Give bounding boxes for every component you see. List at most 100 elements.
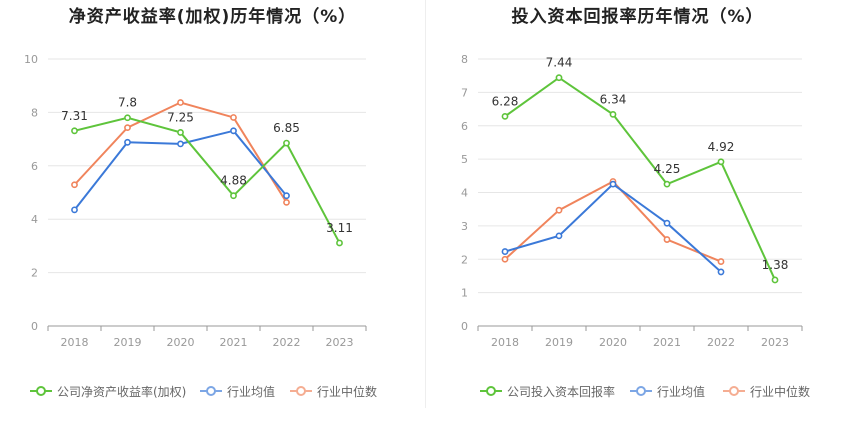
roe-series-line-0 bbox=[74, 116, 341, 244]
legend-item-1[interactable]: 行业均值 bbox=[200, 380, 275, 402]
roe-data-label: 7.8 bbox=[118, 96, 137, 110]
roic-data-label: 1.38 bbox=[762, 258, 789, 272]
roe-x-tick-label: 2023 bbox=[326, 336, 354, 349]
roic-y-tick-label: 2 bbox=[461, 253, 468, 266]
panel-divider bbox=[425, 0, 426, 408]
legend-label: 行业中位数 bbox=[750, 384, 811, 399]
roic-data-label: 6.28 bbox=[492, 94, 519, 108]
roe-y-tick-label: 2 bbox=[31, 267, 38, 280]
roe-x-tick-label: 2020 bbox=[167, 336, 195, 349]
roic-y-tick-label: 8 bbox=[461, 53, 468, 66]
roic-chart-legend: 公司投入资本回报率 行业均值 行业中位数 bbox=[425, 380, 850, 402]
roe-data-point[interactable] bbox=[124, 124, 131, 132]
roe-data-point[interactable] bbox=[71, 181, 78, 189]
legend-item-0[interactable]: 公司净资产收益率(加权) bbox=[30, 380, 186, 402]
roe-y-tick-label: 0 bbox=[31, 320, 38, 333]
roe-y-tick-label: 10 bbox=[24, 53, 38, 66]
roic-data-point[interactable] bbox=[663, 180, 671, 188]
roic-x-tick-label: 2021 bbox=[653, 336, 681, 349]
roe-chart-legend: 公司净资产收益率(加权) 行业均值 行业中位数 bbox=[0, 380, 425, 402]
roic-x-tick-label: 2022 bbox=[707, 336, 735, 349]
roic-data-label: 4.25 bbox=[654, 162, 681, 176]
roic-series-line-2 bbox=[504, 180, 722, 263]
roe-data-point[interactable] bbox=[177, 129, 184, 136]
roe-data-label: 7.25 bbox=[167, 110, 194, 124]
legend-item-1[interactable]: 行业均值 bbox=[630, 380, 705, 402]
roic-data-point[interactable] bbox=[771, 276, 779, 284]
roe-data-point[interactable] bbox=[177, 140, 184, 148]
roic-data-point[interactable] bbox=[663, 219, 671, 227]
legend-label: 公司投入资本回报率 bbox=[507, 384, 616, 399]
legend-line-marker-icon bbox=[630, 385, 652, 397]
legend-label: 行业均值 bbox=[227, 384, 276, 399]
roe-data-point[interactable] bbox=[124, 114, 131, 122]
roic-chart-title: 投入资本回报率历年情况（%） bbox=[511, 7, 764, 27]
roic-data-point[interactable] bbox=[717, 268, 725, 276]
roe-x-tick-label: 2019 bbox=[114, 336, 142, 349]
roe-data-point[interactable] bbox=[71, 127, 78, 135]
roic-data-point[interactable] bbox=[555, 206, 563, 214]
roic-y-tick-label: 7 bbox=[461, 86, 468, 99]
legend-label: 公司净资产收益率(加权) bbox=[57, 384, 187, 399]
roe-data-label: 6.85 bbox=[273, 121, 300, 135]
legend-item-2[interactable]: 行业中位数 bbox=[723, 380, 810, 402]
roe-data-point[interactable] bbox=[230, 127, 237, 135]
roe-y-tick-label: 8 bbox=[31, 106, 38, 119]
roic-data-point[interactable] bbox=[555, 74, 563, 82]
roe-data-point[interactable] bbox=[283, 198, 290, 206]
roic-chart-svg: 0 1 2 3 4 5 6 7 8 2018 2019 2020 2021 2022 2023 6.28 7.4… bbox=[461, 53, 803, 349]
roic-data-point[interactable] bbox=[555, 232, 563, 240]
roe-data-point[interactable] bbox=[230, 114, 237, 121]
roic-y-tick-label: 5 bbox=[461, 153, 468, 166]
legend-line-marker-icon bbox=[480, 385, 502, 397]
roic-data-point[interactable] bbox=[717, 258, 725, 265]
roe-x-tick-label: 2022 bbox=[273, 336, 301, 349]
roe-data-point[interactable] bbox=[124, 138, 131, 146]
roic-x-tick-label: 2023 bbox=[761, 336, 789, 349]
roe-data-label: 7.31 bbox=[61, 109, 88, 123]
roe-y-tick-label: 6 bbox=[31, 160, 38, 173]
roe-chart-svg: 0 2 4 6 8 10 2018 2019 2020 2021 2022 2023 7.31 7.8 7.… bbox=[24, 53, 367, 349]
roe-data-label: 3.11 bbox=[326, 221, 353, 235]
roic-y-tick-label: 3 bbox=[461, 220, 468, 233]
roic-data-point[interactable] bbox=[663, 236, 671, 243]
legend-label: 行业均值 bbox=[657, 384, 706, 399]
roic-chart-panel: 投入资本回报率历年情况（%） 0 1 2 3 4 5 6 7 8 2018 2019 2020 2021… bbox=[425, 0, 850, 438]
roic-data-point[interactable] bbox=[609, 180, 617, 188]
roic-data-point[interactable] bbox=[501, 248, 509, 255]
legend-item-2[interactable]: 行业中位数 bbox=[290, 380, 377, 402]
roic-y-tick-label: 6 bbox=[461, 120, 468, 133]
roe-data-point[interactable] bbox=[71, 206, 78, 214]
legend-line-marker-icon bbox=[30, 385, 52, 397]
legend-line-marker-icon bbox=[200, 385, 222, 397]
legend-label: 行业中位数 bbox=[317, 384, 378, 399]
roic-x-tick-label: 2020 bbox=[599, 336, 627, 349]
roe-data-point[interactable] bbox=[283, 139, 290, 147]
roe-chart-panel: 净资产收益率(加权)历年情况（%） 0 2 4 6 8 10 2018 2019 2020 202… bbox=[0, 7, 425, 402]
roic-data-point[interactable] bbox=[609, 111, 617, 118]
roic-data-point[interactable] bbox=[501, 113, 509, 120]
roic-y-tick-label: 1 bbox=[461, 287, 468, 300]
roic-y-tick-label: 0 bbox=[461, 320, 468, 333]
roic-data-point[interactable] bbox=[717, 158, 725, 166]
roic-data-label: 6.34 bbox=[600, 92, 627, 106]
roe-chart-title: 净资产收益率(加权)历年情况（%） bbox=[68, 7, 357, 27]
roe-data-point[interactable] bbox=[336, 239, 343, 247]
roic-x-tick-label: 2018 bbox=[491, 336, 519, 349]
roe-y-tick-label: 4 bbox=[31, 213, 38, 226]
roic-x-tick-label: 2019 bbox=[545, 336, 573, 349]
legend-item-0[interactable]: 公司投入资本回报率 bbox=[480, 380, 615, 402]
roic-data-label: 4.92 bbox=[708, 140, 735, 154]
legend-line-marker-icon bbox=[290, 385, 312, 397]
roe-data-point[interactable] bbox=[230, 192, 237, 200]
roic-y-tick-label: 4 bbox=[461, 187, 468, 200]
roe-x-tick-label: 2018 bbox=[61, 336, 89, 349]
roe-data-point[interactable] bbox=[177, 99, 184, 106]
roic-series-line-0 bbox=[504, 76, 776, 281]
roe-data-point[interactable] bbox=[283, 192, 290, 200]
roic-data-point[interactable] bbox=[501, 255, 509, 263]
roe-x-tick-label: 2021 bbox=[220, 336, 248, 349]
legend-line-marker-icon bbox=[723, 385, 745, 397]
roe-data-label: 4.88 bbox=[220, 174, 247, 188]
